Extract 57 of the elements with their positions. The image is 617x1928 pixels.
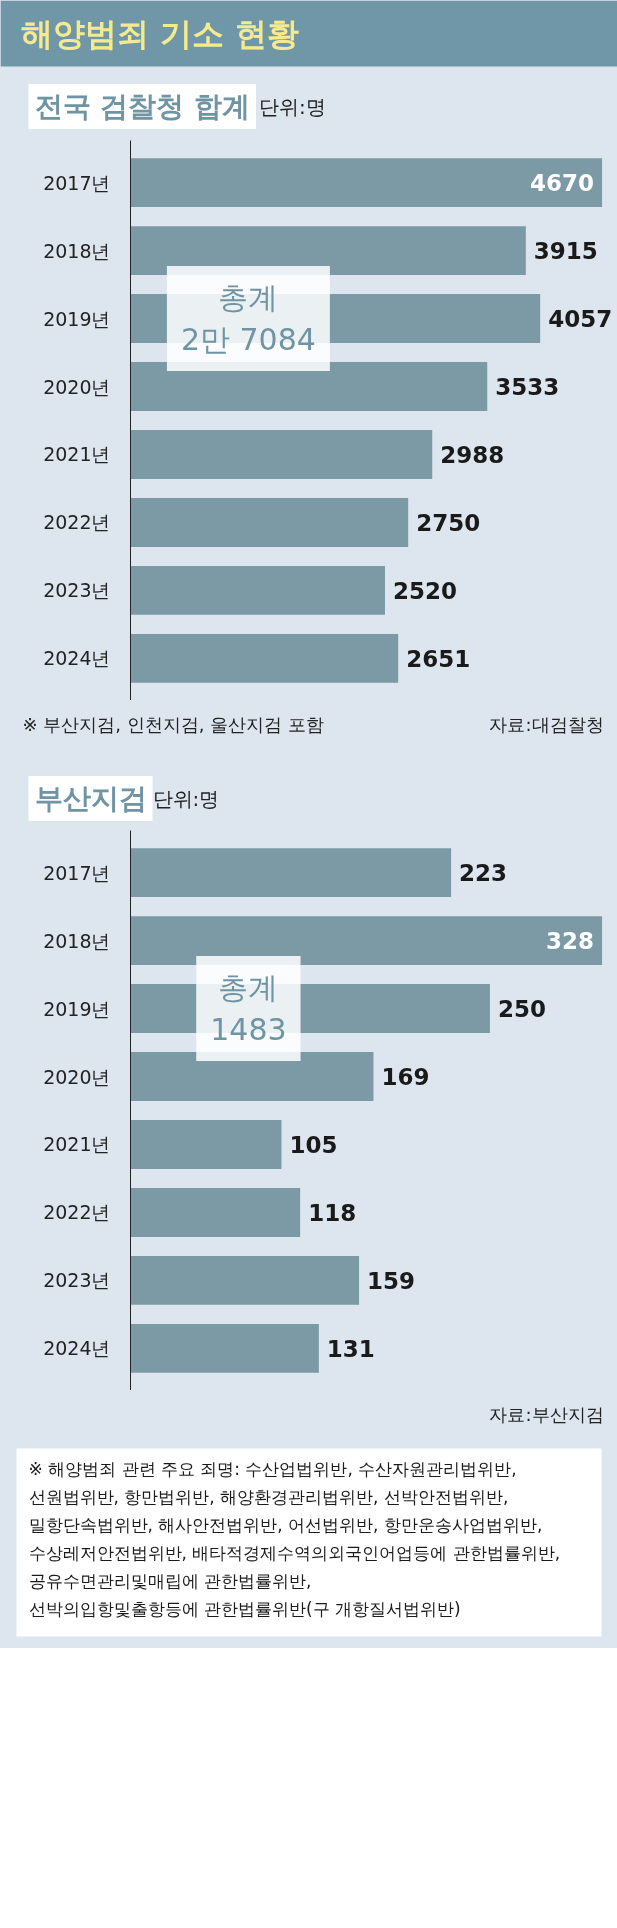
data-label: 131 <box>326 1335 375 1362</box>
data-label: 159 <box>367 1267 416 1294</box>
y-tick-label: 2017년 <box>43 861 111 884</box>
chart-title: 부산지검 <box>34 782 147 815</box>
bar <box>130 565 385 615</box>
data-label: 4670 <box>530 170 595 197</box>
y-tick-label: 2021년 <box>43 1133 111 1156</box>
text: 자료:부산지검 <box>489 1404 604 1425</box>
y-tick-label: 2018년 <box>43 929 111 952</box>
y-tick-label: 2022년 <box>43 1201 111 1224</box>
bar <box>130 848 452 898</box>
y-tick-label: 2024년 <box>43 647 111 670</box>
annotation: 총계 1483 <box>210 970 287 1048</box>
bar <box>130 1187 301 1237</box>
chart-title: 해양범죄 기소 현황 <box>20 14 299 53</box>
annotation: 총계 2만 7084 <box>180 280 316 358</box>
y-tick-label: 2023년 <box>43 1269 111 1292</box>
data-label: 3533 <box>495 374 560 401</box>
y-tick-label: 2018년 <box>43 239 111 262</box>
data-label: 2988 <box>440 441 505 468</box>
bar <box>130 916 603 966</box>
text: 자료:대검찰청 <box>489 714 604 735</box>
bar <box>130 633 399 683</box>
y-tick-label: 2019년 <box>43 997 111 1020</box>
data-label: 169 <box>381 1064 430 1091</box>
data-label: 4057 <box>548 306 613 333</box>
bar <box>130 497 409 547</box>
data-label: 2651 <box>406 645 471 672</box>
bar <box>130 158 603 208</box>
text: ※ 해양범죄 관련 주요 죄명: 수산업법위반, 수산자원관리법위반, 선원법위반, 항만법위반, 해양환경관리법위반, 선박안전법위반, 밀항단속법위반, 해사안전법위반, 어선법위반, 항만운송사업법위반, 수상레저안전법위반, 배타적경제수역의외국인어업등에 관한법률위반, 공유수면관리및매립에 관한법률위반, 선박의입항및출항등에 관한법률위반(구 개항질서법위반) <box>28 1458 561 1619</box>
bar <box>130 1120 282 1169</box>
bar <box>130 1323 319 1373</box>
y-tick-label: 2022년 <box>43 511 111 534</box>
bar <box>130 226 526 276</box>
y-tick-label: 2021년 <box>43 443 111 466</box>
data-label: 328 <box>546 928 595 955</box>
data-label: 105 <box>289 1131 338 1158</box>
text: ※ 부산지검, 인천지검, 울산지검 포함 <box>22 714 324 735</box>
data-label: 223 <box>459 860 508 887</box>
y-tick-label: 2020년 <box>43 375 111 398</box>
data-label: 3915 <box>533 238 598 265</box>
y-tick-label: 2019년 <box>43 307 111 330</box>
y-tick-label: 2023년 <box>43 579 111 602</box>
text: 단위:명 <box>258 94 326 119</box>
bar <box>130 1052 374 1101</box>
data-label: 2520 <box>392 577 457 604</box>
data-label: 2750 <box>416 509 481 536</box>
bar <box>130 1255 360 1305</box>
y-tick-label: 2020년 <box>43 1065 111 1088</box>
bar <box>130 362 488 411</box>
y-tick-label: 2017년 <box>43 171 111 194</box>
data-label: 250 <box>497 996 546 1023</box>
bar <box>130 430 433 479</box>
data-label: 118 <box>308 1199 357 1226</box>
y-tick-label: 2024년 <box>43 1337 111 1360</box>
text: 단위:명 <box>152 786 220 811</box>
chart-subtitle: 전국 검찰청 합계 <box>34 90 250 123</box>
